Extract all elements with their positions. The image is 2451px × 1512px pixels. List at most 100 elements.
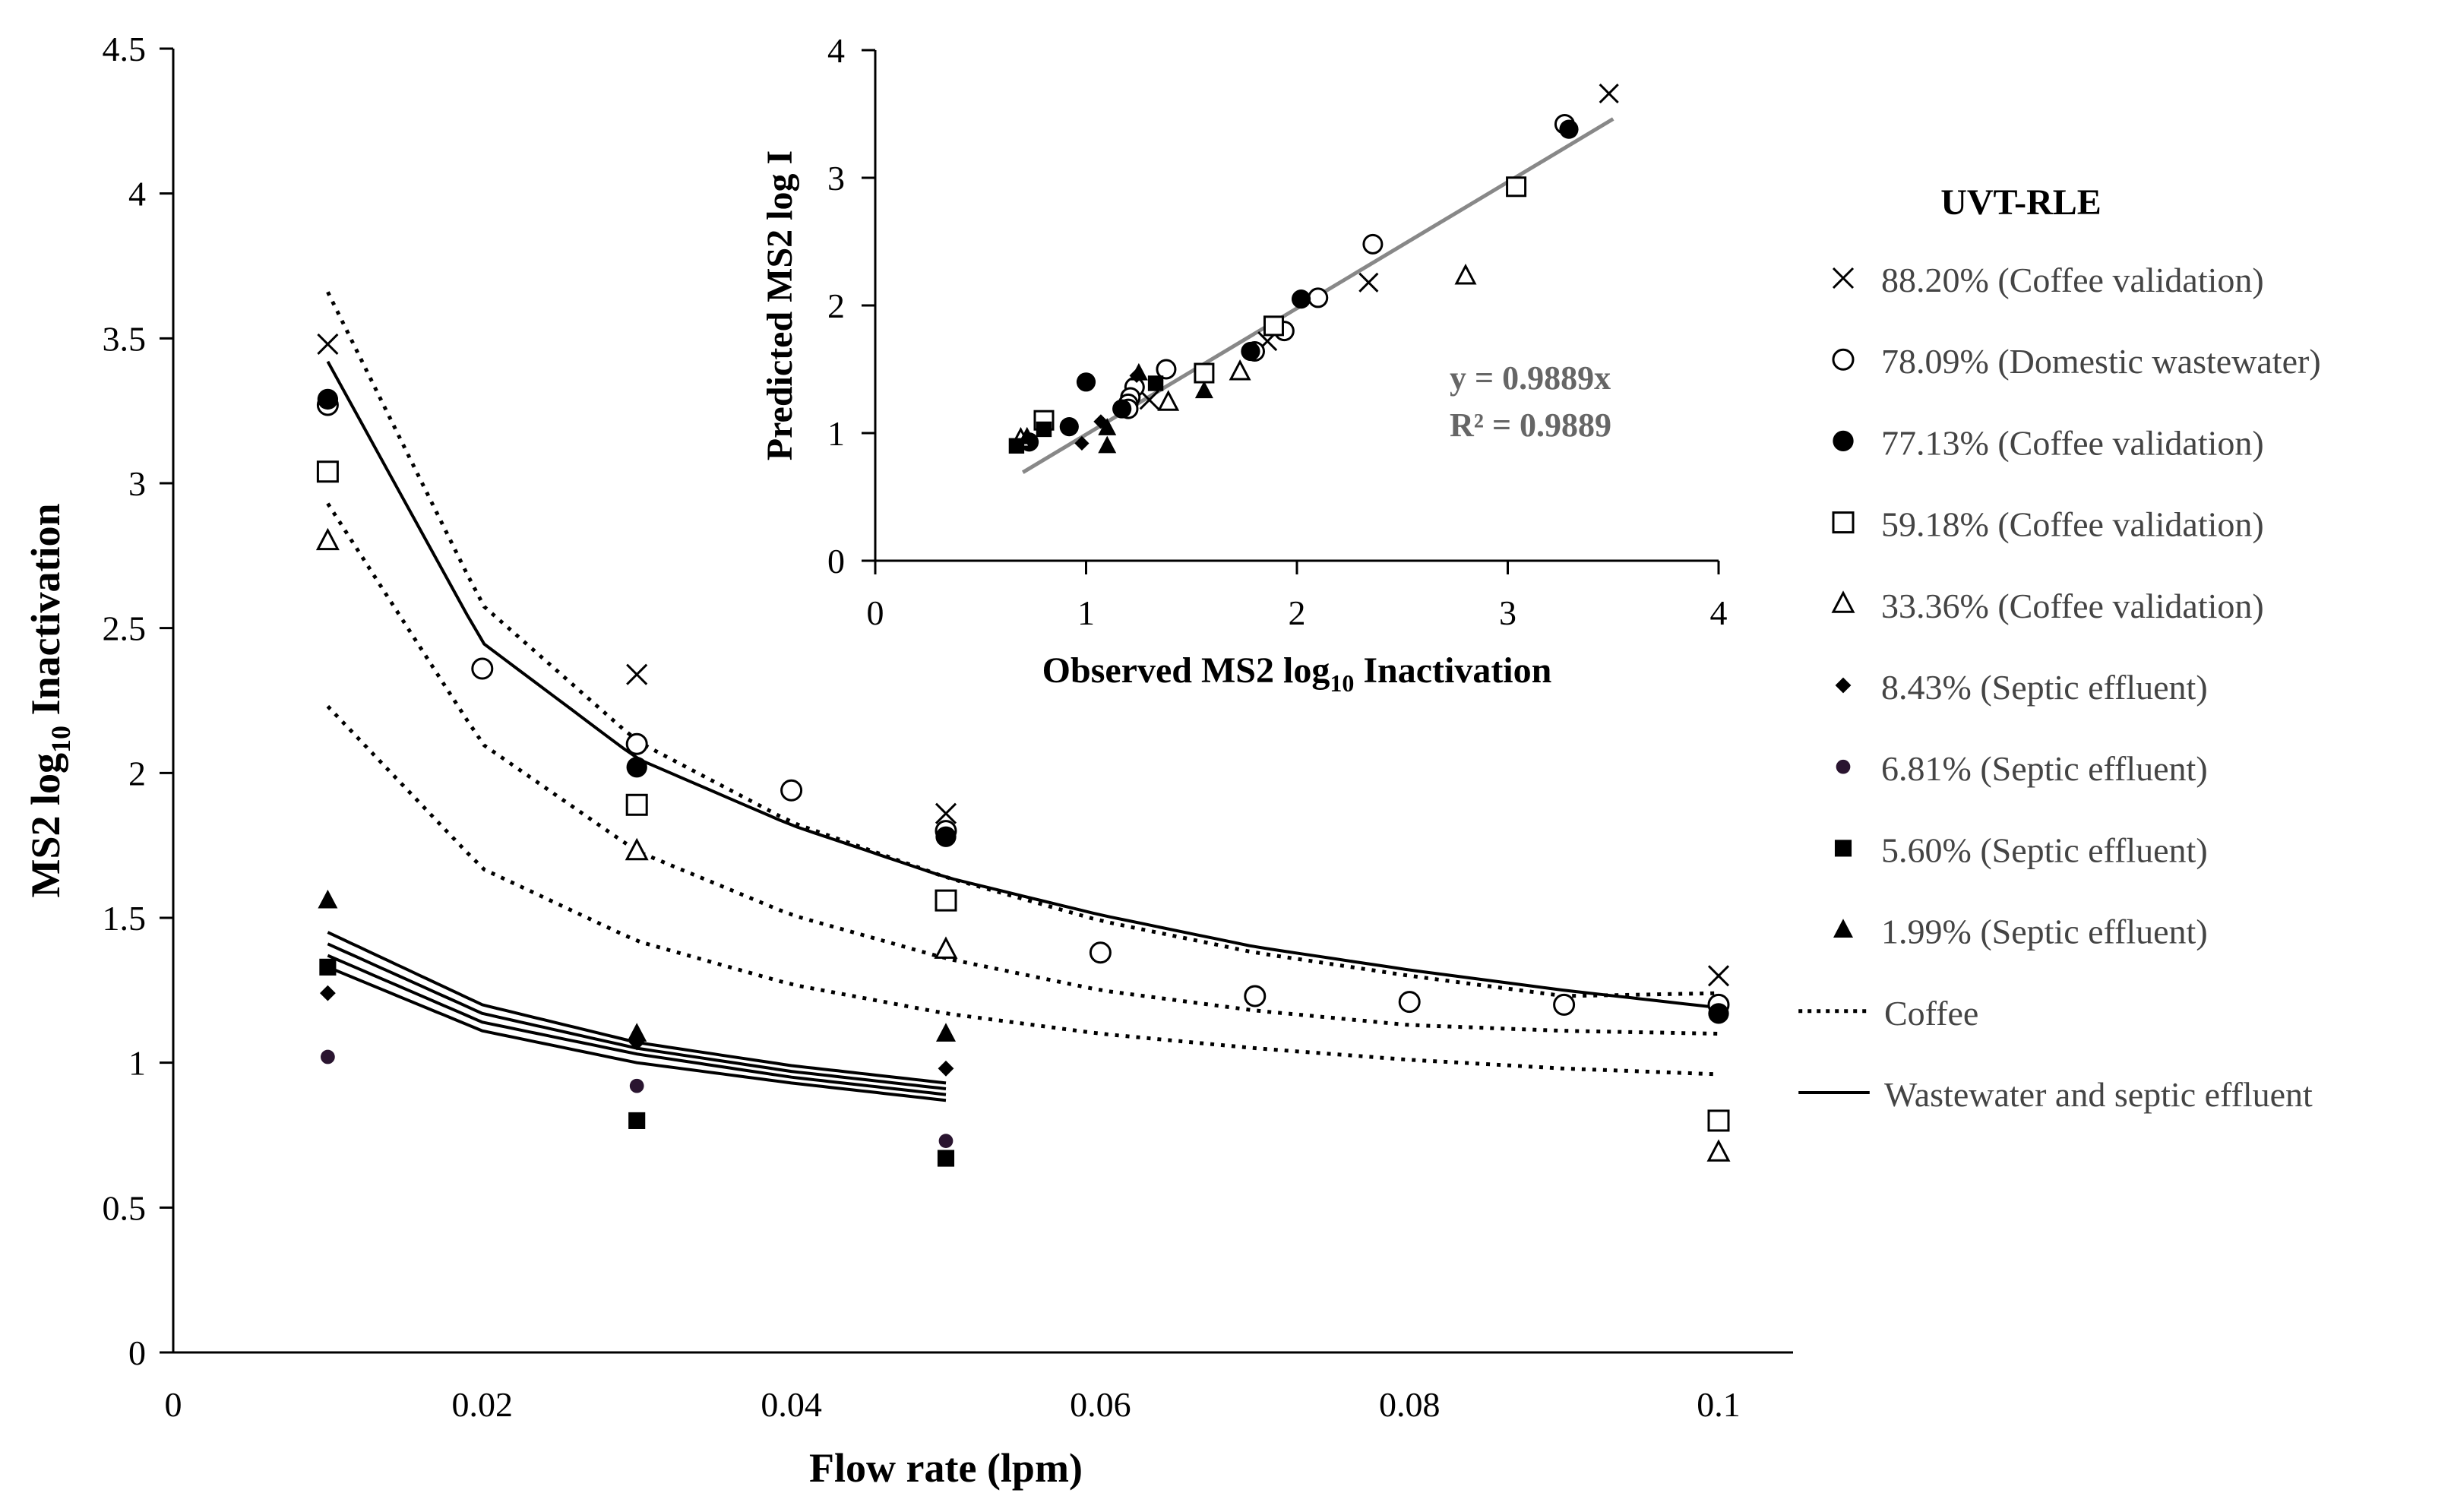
inset-y-tick-label: 3 [827, 159, 845, 198]
legend-item: 5.60% (Septic effluent) [1834, 830, 2208, 869]
marker-shape [780, 779, 803, 802]
inset-plot: 0 1 2 3 4 0 1 2 3 4 Observed MS2 log10 Inactivatio… [760, 31, 1728, 697]
marker-shape [1398, 991, 1421, 1014]
marker-shape [625, 793, 648, 816]
marker-shape [1454, 263, 1477, 285]
marker-shape [1129, 362, 1148, 381]
marker-shape [628, 1034, 645, 1051]
marker-shape [1831, 590, 1855, 613]
marker-shape [319, 958, 337, 976]
marker-shape [316, 460, 339, 483]
wastewater-fit-curve [327, 942, 947, 1090]
inset-x-title-main: Observed MS2 log [1042, 650, 1330, 691]
legend-label: 33.36% (Coffee validation) [1881, 587, 2264, 625]
data-point [316, 460, 339, 483]
marker-shape [1017, 426, 1036, 444]
legend-label: 5.60% (Septic effluent) [1881, 830, 2208, 869]
marker-shape [1559, 119, 1579, 139]
marker-shape [627, 1023, 647, 1042]
inset-data-point [1059, 417, 1079, 437]
data-point [935, 802, 957, 824]
x-tick-label: 0.08 [1379, 1385, 1441, 1424]
legend-label: Wastewater and septic effluent [1884, 1075, 2313, 1114]
legend-label: 88.20% (Coffee validation) [1881, 261, 2264, 299]
marker-shape [1707, 1109, 1730, 1132]
wastewater-fit-curve [327, 965, 947, 1102]
inset-equation: y = 0.9889x [1450, 359, 1611, 397]
inset-data-point [1036, 421, 1052, 438]
inset-x-tick-label: 2 [1289, 593, 1306, 632]
marker-stroke [317, 333, 339, 356]
data-point [1244, 985, 1267, 1007]
marker-shape [1229, 359, 1251, 381]
marker-stroke [1832, 267, 1855, 289]
legend-label: 1.99% (Septic effluent) [1881, 913, 2208, 951]
y-tick-label: 3 [128, 464, 146, 503]
y-axis-title-main: MS2 log [23, 753, 68, 898]
inset-data-point [1156, 359, 1177, 380]
marker-stroke [1139, 390, 1159, 410]
marker-shape [1506, 176, 1527, 198]
inset-data-point [1139, 390, 1159, 410]
data-point [936, 1023, 956, 1042]
x-tick-label: 0.04 [761, 1385, 822, 1424]
x-tick-label: 0.06 [1070, 1385, 1131, 1424]
marker-shape [320, 985, 336, 1001]
inset-data-point [1194, 362, 1215, 384]
marker-shape [938, 1060, 954, 1077]
x-tick-label: 0 [165, 1385, 182, 1424]
legend-item: 33.36% (Coffee validation) [1831, 587, 2264, 625]
inset-data-point [1454, 263, 1477, 285]
data-point [1707, 965, 1730, 987]
data-point [1398, 991, 1421, 1014]
y-tick-label: 0 [128, 1333, 146, 1372]
marker-stroke [1358, 272, 1379, 293]
inset-data-point [1362, 233, 1384, 255]
data-point [320, 985, 336, 1001]
marker-shape [1147, 375, 1164, 391]
data-point [938, 1060, 954, 1077]
inset-data-point [1291, 289, 1311, 309]
marker-shape [318, 889, 338, 909]
main-plot: 0 0.5 1 1.5 2 2.5 3 3.5 4 4.5 0 0.02 0.04 0.06 0.08 0.1… [23, 30, 1793, 1491]
inset-r-squared: R² = 0.9889 [1450, 406, 1611, 444]
marker-shape [937, 1150, 955, 1167]
inset-x-axis-title: Observed MS2 log10 Inactivation [1042, 650, 1552, 697]
inset-data-point [1194, 381, 1213, 399]
inset-data-point [1017, 426, 1036, 444]
y-tick-label: 0.5 [103, 1188, 147, 1227]
legend-marker [1833, 919, 1853, 938]
marker-shape [1834, 840, 1852, 857]
data-point [319, 958, 337, 976]
legend-item: 88.20% (Coffee validation) [1832, 261, 2264, 299]
x-axis-title: Flow rate (lpm) [809, 1445, 1083, 1491]
inset-x-tick-label: 3 [1499, 593, 1516, 632]
inset-x-title-tail: Inactivation [1354, 650, 1551, 691]
legend-item: 8.43% (Septic effluent) [1835, 668, 2208, 707]
marker-shape [628, 1112, 646, 1129]
legend-label: 59.18% (Coffee validation) [1881, 505, 2264, 544]
legend-marker [1831, 590, 1855, 613]
data-point [628, 1034, 645, 1051]
legend-marker [1835, 677, 1852, 694]
legend-marker [1832, 267, 1855, 289]
legend-label: Coffee [1884, 994, 1978, 1033]
data-point [627, 1023, 647, 1042]
marker-shape [1832, 348, 1855, 371]
marker-shape [1074, 435, 1090, 451]
data-point [321, 1049, 335, 1064]
legend-title: UVT-RLE [1940, 182, 2102, 223]
inset-data-point [1229, 359, 1251, 381]
legend-marker [1832, 511, 1855, 534]
data-point [1089, 941, 1112, 964]
marker-shape [1263, 315, 1284, 337]
wastewater-fit-curve [327, 931, 947, 1085]
legend-marker [1834, 840, 1852, 857]
data-point [626, 757, 647, 778]
data-point [780, 779, 803, 802]
inset-data-point [1308, 287, 1329, 308]
legend-item: 6.81% (Septic effluent) [1836, 749, 2208, 788]
coffee-fit-curve [326, 291, 1719, 998]
inset-y-tick-label: 0 [827, 542, 845, 580]
